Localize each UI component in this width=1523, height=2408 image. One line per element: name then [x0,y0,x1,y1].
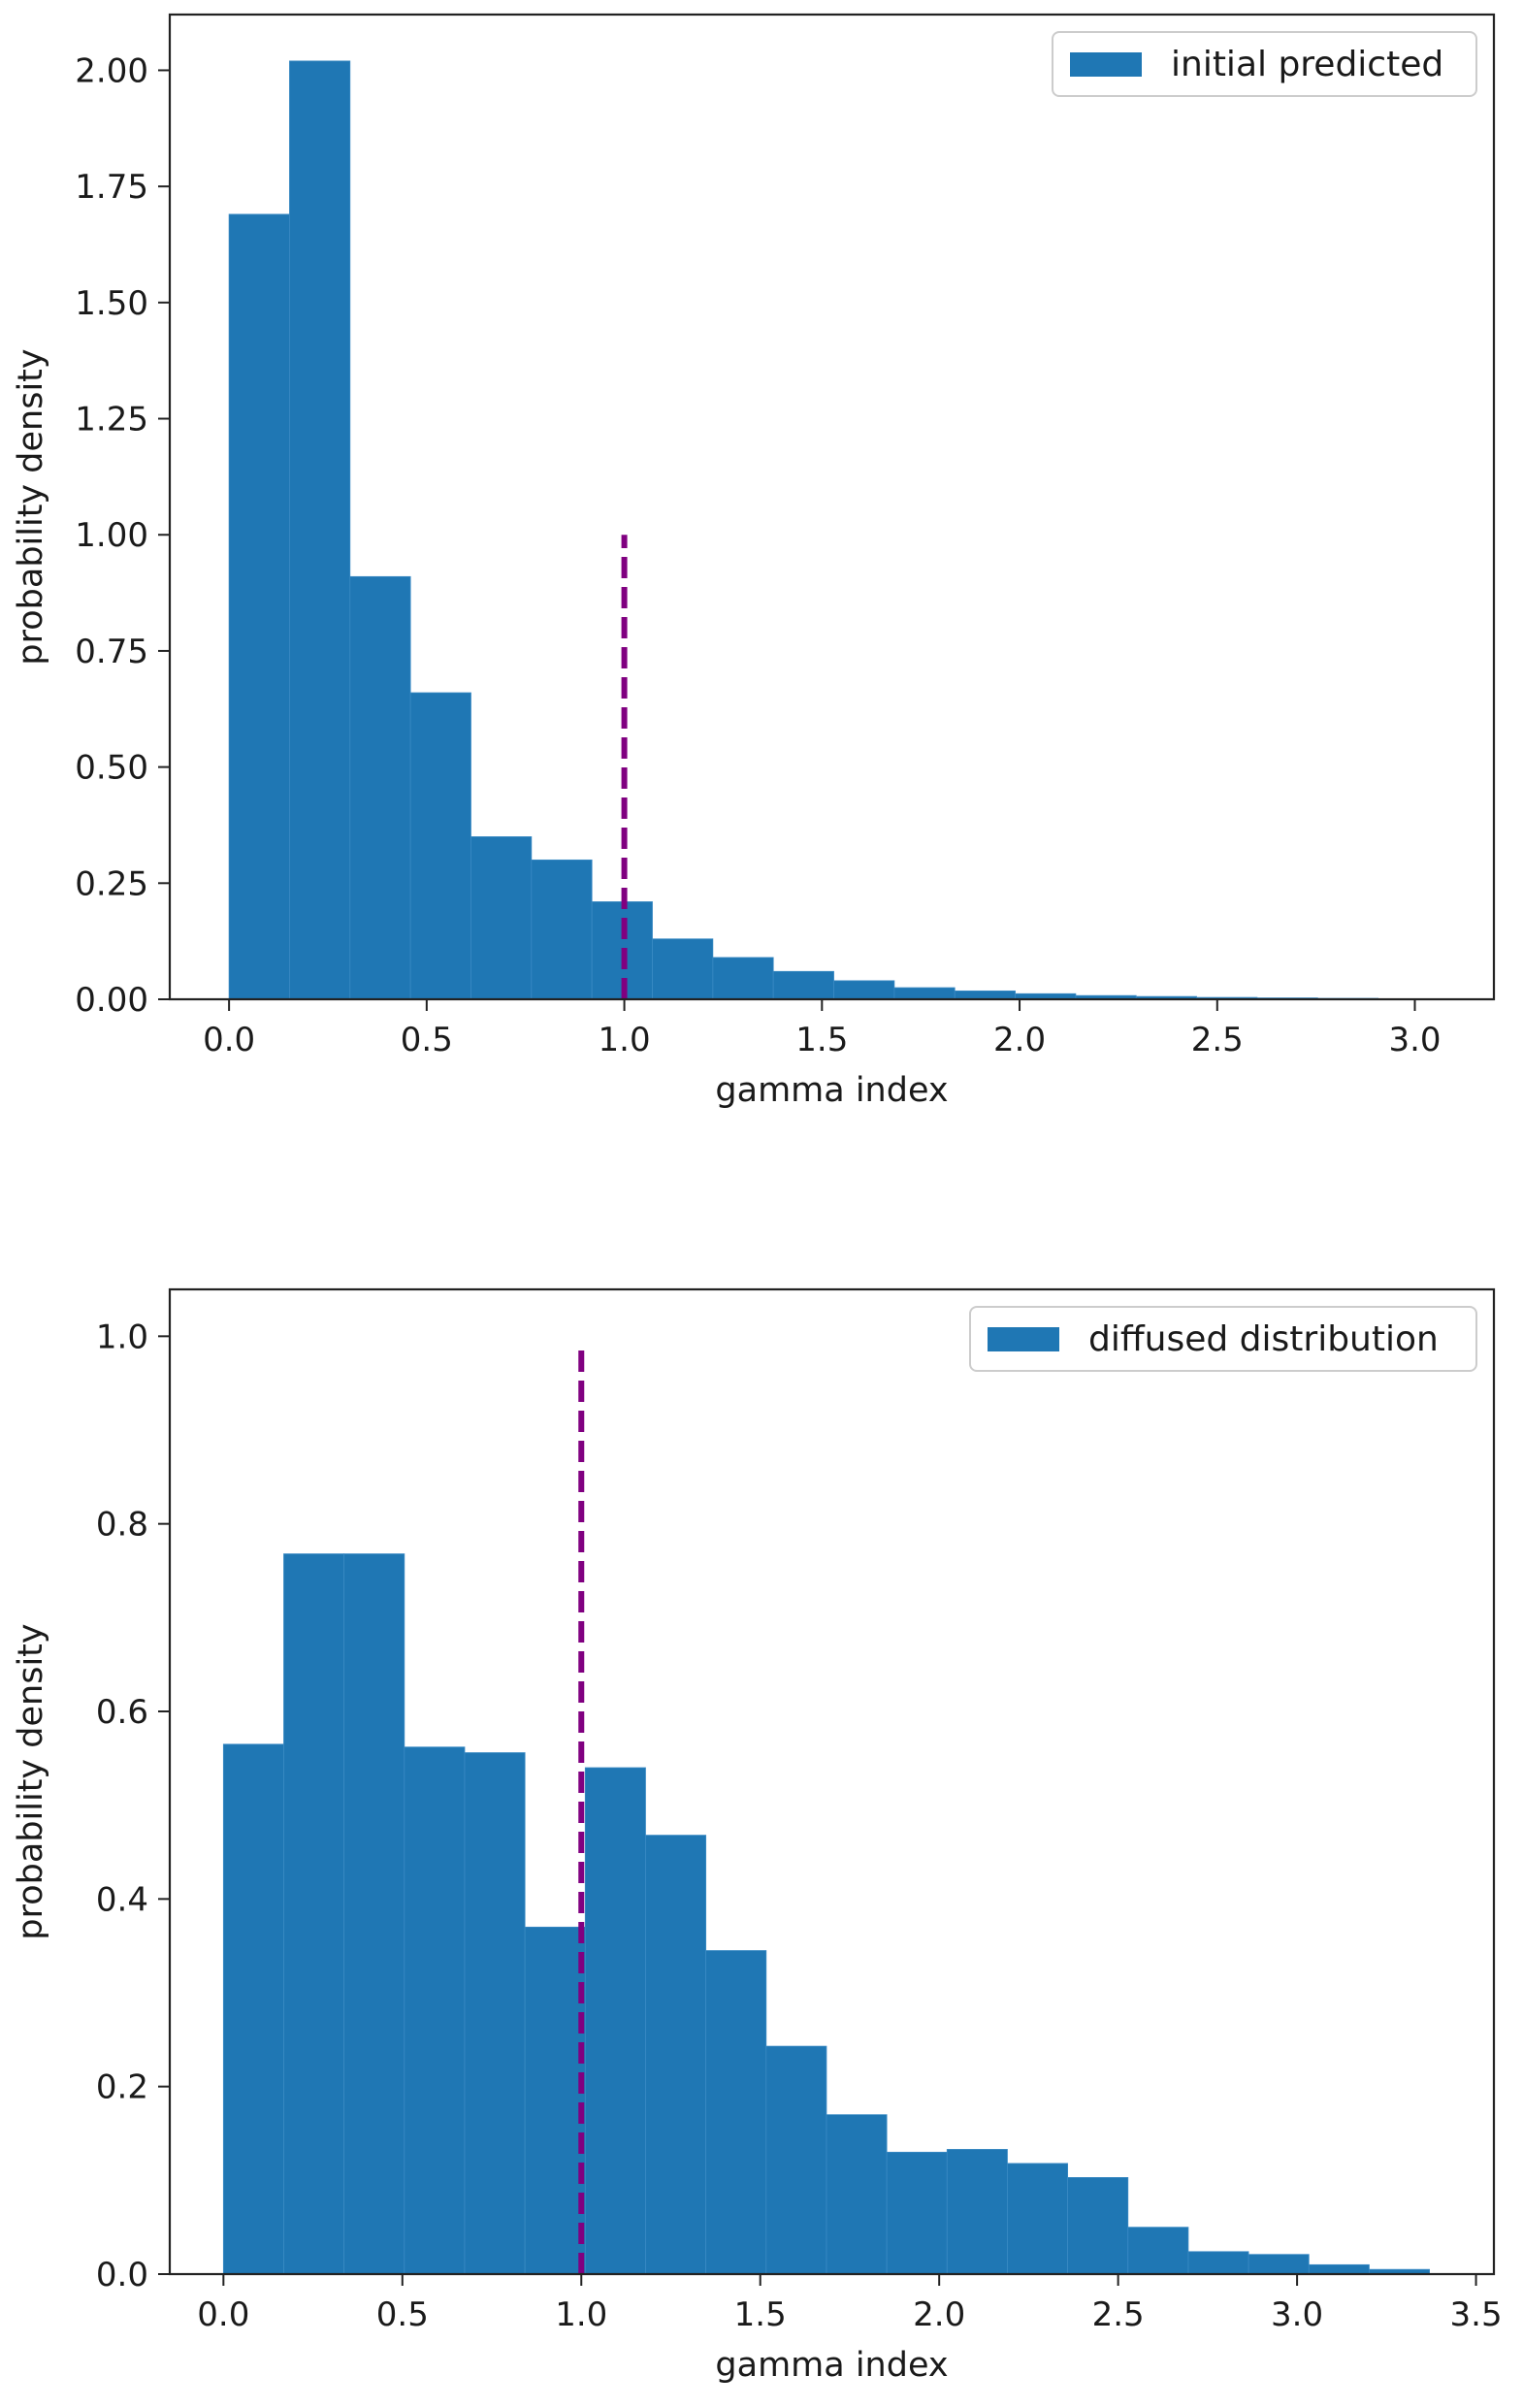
histogram-bar [1127,2227,1189,2275]
y-tick-label: 0.00 [75,981,148,1020]
x-tick-label: 2.0 [993,1021,1046,1059]
histogram-bar [584,1767,646,2275]
x-tick-label: 0.5 [401,1021,453,1059]
histogram-bar [833,980,895,1000]
histogram-bar [464,1752,526,2275]
histogram-bar [772,970,834,1000]
y-tick-label: 1.25 [75,401,148,439]
y-tick-label: 2.00 [75,51,148,90]
histogram-bar [946,2149,1008,2275]
legend-box [969,1306,1477,1372]
histogram-bar [404,1746,466,2275]
histogram-bar [893,987,956,1000]
histogram-bar [228,213,290,1000]
x-tick-label: 1.0 [599,1021,651,1059]
y-tick-label: 1.0 [96,1318,148,1356]
histogram-bar [1308,2263,1370,2275]
y-axis-label: probability density [12,348,50,665]
y-axis-label: probability density [12,1623,50,1939]
histogram-bar [409,692,471,1000]
histogram-bar [765,2045,827,2275]
histogram-bar [524,1926,586,2275]
histogram-bar [343,1553,405,2275]
x-tick-label: 3.5 [1450,2295,1503,2334]
histogram-bar [1248,2254,1310,2275]
histogram-bar [645,1835,707,2275]
legend: initial predicted [1052,31,1477,97]
histogram-bar [289,60,351,1000]
histogram-bar [1007,2163,1069,2275]
x-tick-label: 0.0 [203,1021,255,1059]
y-tick-label: 1.00 [75,516,148,555]
histogram-bar [470,836,533,1000]
plot-frame [168,13,1496,1001]
x-axis-label: gamma index [715,2346,948,2385]
y-tick-label: 0.0 [96,2256,148,2294]
histogram-bar [349,575,411,1000]
histogram-bar [954,990,1016,1000]
x-tick-label: 1.5 [795,1021,848,1059]
x-tick-label: 0.5 [376,2295,429,2334]
y-tick-label: 1.75 [75,168,148,207]
histogram-bar [712,957,774,1000]
y-tick-label: 0.25 [75,864,148,903]
histogram-bar [705,1950,767,2275]
chart-canvas-top: 0.0 0.5 1.0 1.5 2.0 2.5 3.0 0.00 0.25 0.50 0.75 1.0… [12,13,1496,1110]
legend-swatch [988,1327,1059,1351]
histogram-bar [1067,2177,1129,2275]
histogram-diffused-distribution: 0.0 0.5 1.0 1.5 2.0 2.5 3.0 3.5 0.0 0.2 0.4 0.6 0.8 1… [0,1271,1523,2408]
legend-label: diffused distribution [1088,1319,1439,1359]
histogram-bar [886,2151,948,2275]
y-tick-label: 0.4 [96,1880,148,1919]
histogram-bar [531,859,593,1000]
y-tick-label: 0.8 [96,1506,148,1545]
plot-frame [168,1287,1496,2276]
histogram-bar [283,1553,345,2275]
y-tick-label: 0.2 [96,2068,148,2107]
legend-label: initial predicted [1171,45,1443,84]
x-tick-label: 3.0 [1388,1021,1441,1059]
y-tick-label: 1.50 [75,284,148,323]
x-axis-label: gamma index [715,1071,948,1110]
histogram-bar [1187,2251,1249,2275]
y-tick-label: 0.50 [75,749,148,788]
y-tick-label: 0.6 [96,1693,148,1732]
histogram-bar [222,1743,284,2275]
histogram-initial-predicted: 0.0 0.5 1.0 1.5 2.0 2.5 3.0 0.00 0.25 0.50 0.75 1.0… [0,0,1523,1130]
y-tick-label: 0.75 [75,633,148,671]
x-tick-label: 2.0 [913,2295,965,2334]
histogram-bar [826,2114,888,2275]
x-tick-label: 1.5 [734,2295,787,2334]
x-tick-label: 2.5 [1092,2295,1145,2334]
chart-canvas-bottom: 0.0 0.5 1.0 1.5 2.0 2.5 3.0 3.5 0.0 0.2 0.4 0.6 0.8 1… [12,1287,1503,2385]
histogram-bar [652,938,714,1000]
legend-swatch [1070,52,1142,77]
x-tick-label: 2.5 [1191,1021,1244,1059]
x-tick-label: 0.0 [197,2295,249,2334]
legend: diffused distribution [969,1306,1477,1372]
legend-box [1052,31,1477,97]
x-tick-label: 3.0 [1271,2295,1323,2334]
x-tick-label: 1.0 [555,2295,607,2334]
